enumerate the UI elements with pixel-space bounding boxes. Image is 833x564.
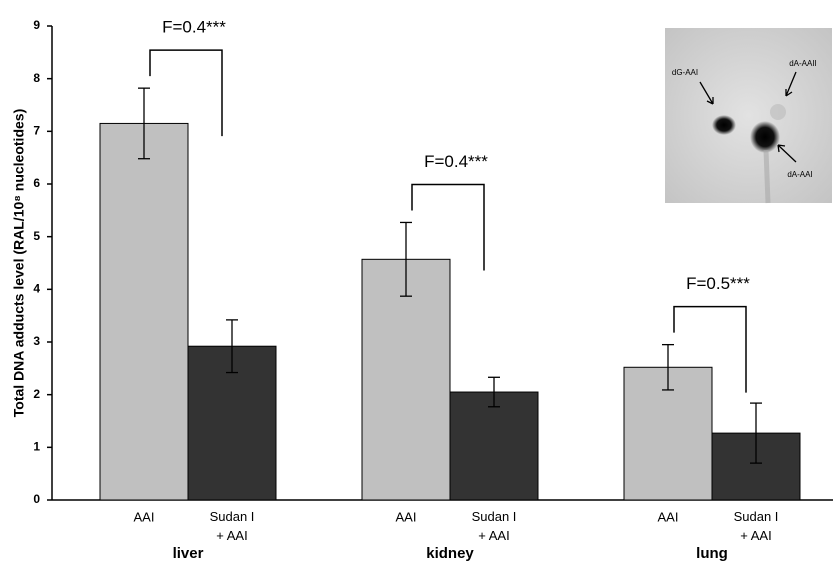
inset-label: dG-AAI bbox=[672, 68, 698, 77]
y-tick-label: 2 bbox=[33, 387, 40, 401]
y-tick-label: 9 bbox=[33, 18, 40, 32]
y-tick-label: 3 bbox=[33, 334, 40, 348]
y-tick-label: 0 bbox=[33, 492, 40, 506]
y-tick-label: 8 bbox=[33, 71, 40, 85]
annotation: F=0.5*** bbox=[686, 274, 750, 293]
y-tick-label: 4 bbox=[33, 282, 40, 296]
inset-label: dA-AAII bbox=[789, 59, 817, 68]
bar-label: Sudan I+ AAI bbox=[210, 509, 255, 543]
annotation: F=0.4*** bbox=[424, 152, 488, 171]
bracket bbox=[412, 184, 484, 270]
bar-label: AAI bbox=[396, 509, 417, 524]
bar-label: Sudan I+ AAI bbox=[472, 509, 517, 543]
category-label: kidney bbox=[426, 545, 474, 562]
y-tick-label: 1 bbox=[33, 440, 40, 454]
bar-label: AAI bbox=[134, 509, 155, 524]
y-tick-label: 6 bbox=[33, 176, 40, 190]
category-label: liver bbox=[173, 545, 204, 562]
bar bbox=[450, 392, 538, 500]
bar bbox=[100, 123, 188, 500]
y-tick-label: 5 bbox=[33, 229, 40, 243]
bar-label: Sudan I+ AAI bbox=[734, 509, 779, 543]
category-label: lung bbox=[696, 545, 728, 562]
inset-label: dA-AAI bbox=[787, 170, 812, 179]
y-axis-label: Total DNA adducts level (RAL/10⁸ nucleot… bbox=[11, 109, 27, 417]
chart: dG-AAI dA-AAII dA-AAI Total DNA adducts … bbox=[0, 0, 833, 564]
bar-label: AAI bbox=[658, 509, 679, 524]
y-tick-label: 7 bbox=[33, 124, 40, 138]
annotation: F=0.4*** bbox=[162, 18, 226, 37]
